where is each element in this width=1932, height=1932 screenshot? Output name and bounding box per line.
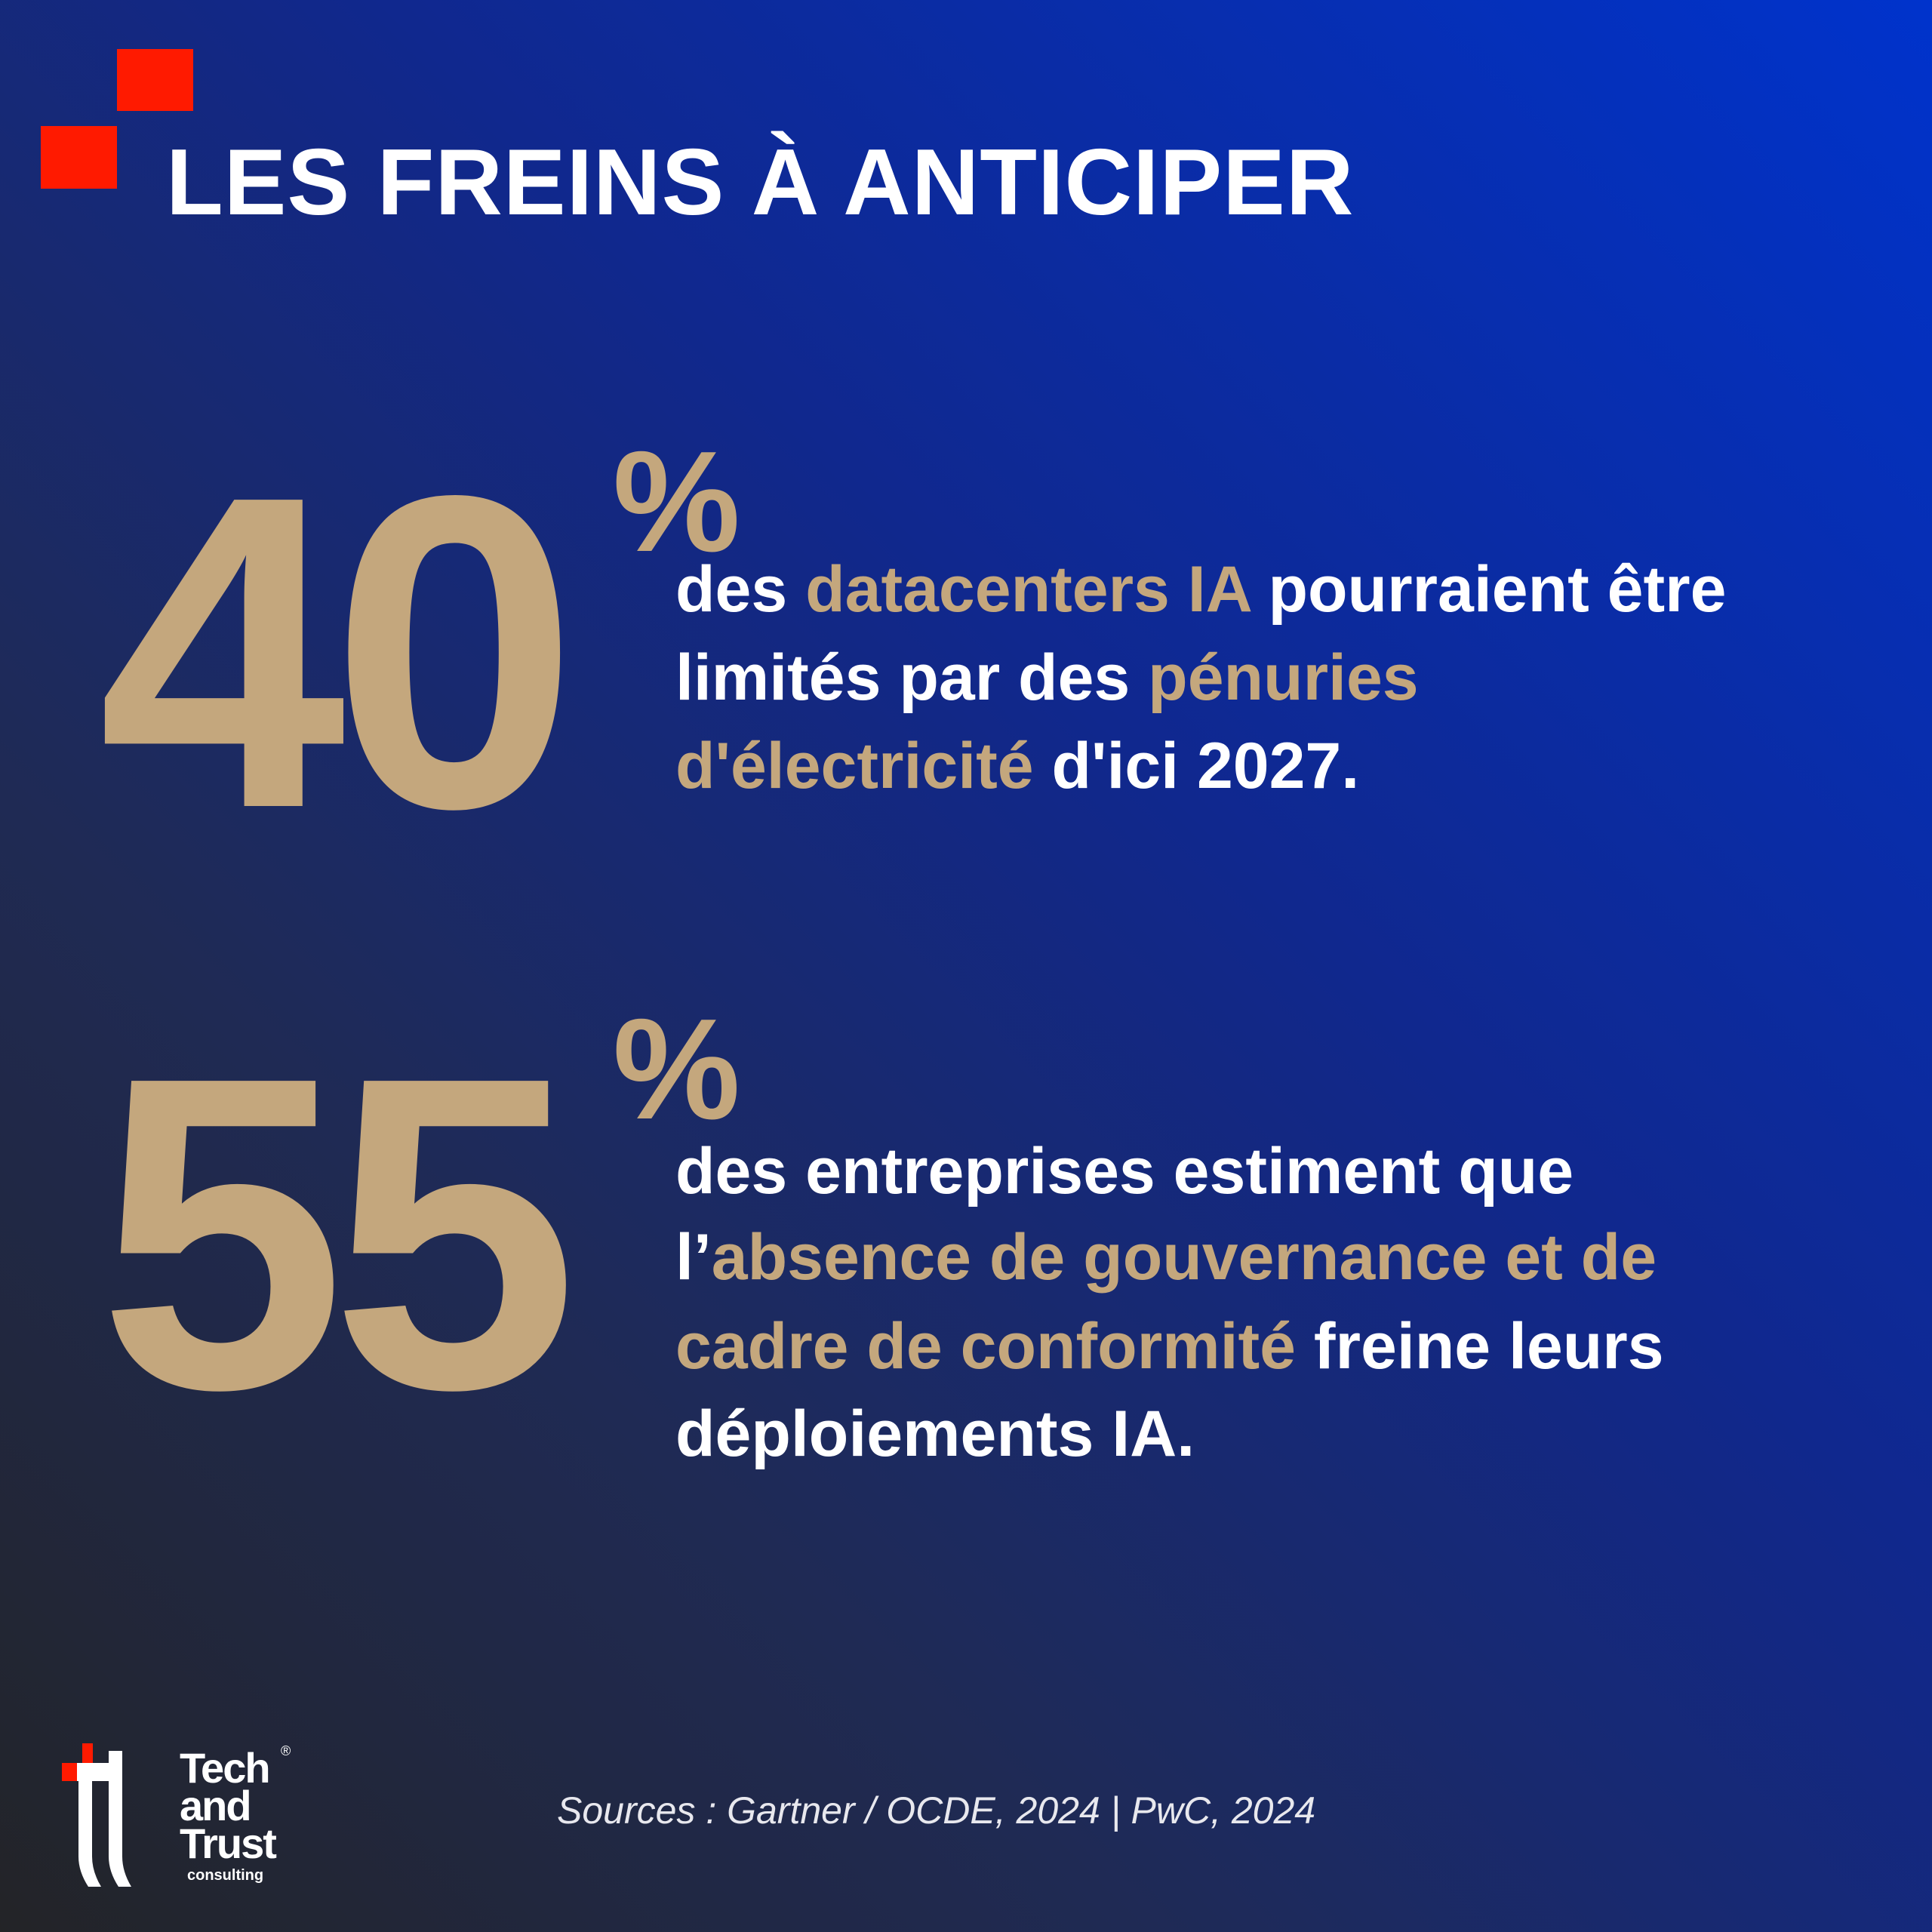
stat-text-2-line-2: l’absence de gouvernance et de	[675, 1225, 1657, 1290]
highlight: datacenters IA	[805, 553, 1251, 626]
stat-text-1-line-3: d'électricité d'ici 2027.	[675, 734, 1359, 798]
decor-square-bottom	[41, 126, 117, 189]
stat-value-1: 40	[98, 404, 578, 901]
highlight: absence de gouvernance et de	[711, 1221, 1657, 1294]
text: freine leurs	[1296, 1310, 1664, 1383]
logo-text-and: and	[180, 1782, 252, 1829]
logo: Tech ® and Trust consulting	[62, 1743, 303, 1887]
text: d'ici 2027.	[1033, 730, 1360, 802]
text: l’	[675, 1221, 712, 1294]
stat-unit-1: %	[613, 422, 740, 582]
stat-text-1-line-1: des datacenters IA pourraient être	[675, 557, 1726, 622]
logo-text-trust: Trust	[180, 1820, 277, 1867]
logo-text-tech: Tech	[180, 1744, 271, 1792]
page-title: LES FREINS À ANTICIPER	[166, 131, 1355, 235]
logo-text-consulting: consulting	[187, 1867, 264, 1884]
text: déploiements IA.	[675, 1398, 1195, 1470]
stat-text-2-line-1: des entreprises estiment que	[675, 1139, 1574, 1204]
sources-text: Sources : Gartner / OCDE, 2024 | PwC, 20…	[557, 1789, 1316, 1832]
stat-value-2: 55	[98, 985, 578, 1482]
registered-mark: ®	[281, 1743, 291, 1758]
stat-unit-2: %	[613, 989, 740, 1149]
decor-square-top	[117, 49, 193, 111]
text: des entreprises estiment que	[675, 1135, 1574, 1208]
highlight: pénuries	[1148, 641, 1419, 714]
text: limités par des	[675, 641, 1149, 714]
text: des	[675, 553, 806, 626]
stat-text-1-line-2: limités par des pénuries	[675, 645, 1419, 710]
highlight: cadre de conformité	[675, 1310, 1296, 1383]
stat-text-2-line-3: cadre de conformité freine leurs	[675, 1314, 1664, 1379]
logo-mark-icon	[62, 1743, 131, 1887]
text: pourraient être	[1250, 553, 1727, 626]
stat-text-2-line-4: déploiements IA.	[675, 1401, 1195, 1466]
highlight: d'électricité	[675, 730, 1034, 802]
